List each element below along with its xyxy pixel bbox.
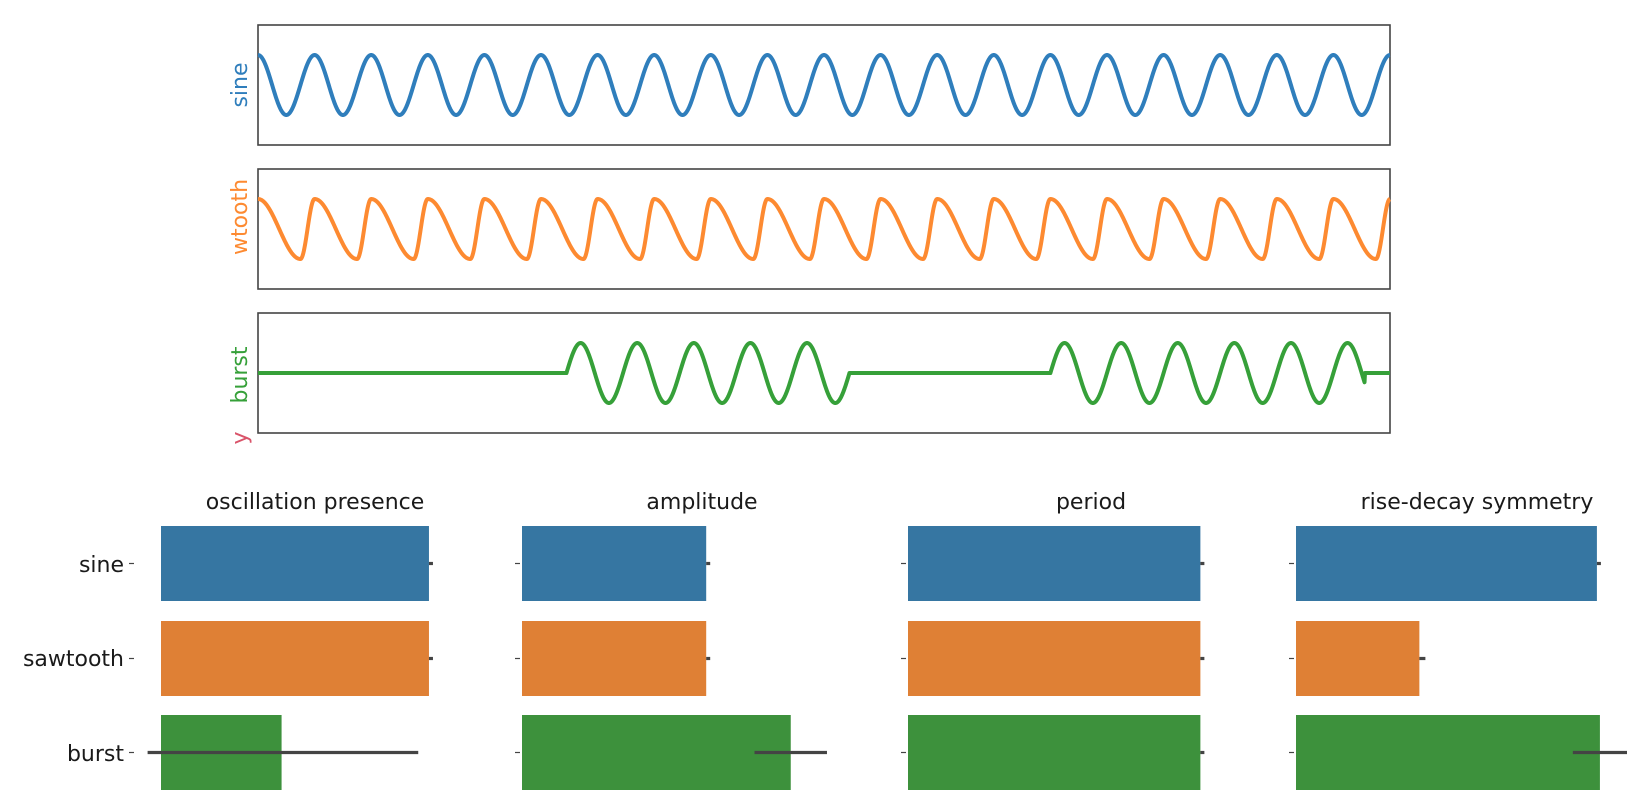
- panel-title-amplitude: amplitude: [646, 490, 757, 515]
- panel-title-oscillation-presence: oscillation presence: [206, 490, 425, 515]
- bar-oscillation-presence-sawtooth: [161, 621, 429, 696]
- bar-rise-decay-symmetry-sine: [1296, 526, 1597, 601]
- bar-panels: oscillation presence amplitude period ri…: [23, 490, 1627, 790]
- panel-title-period: period: [1056, 490, 1126, 515]
- sawtooth-wave-line: [256, 197, 1392, 261]
- signal-panel-sawtooth: wtooth: [228, 168, 1392, 290]
- sawtooth-axes-frame: [257, 168, 1391, 290]
- bar-amplitude-sawtooth: [522, 621, 707, 696]
- row-label-sawtooth: sawtooth: [23, 647, 124, 672]
- sawtooth-ylabel: wtooth: [228, 179, 253, 255]
- bar-period-sawtooth: [908, 621, 1201, 696]
- burst-wave-line: [256, 341, 1392, 405]
- bar-rise-decay-symmetry-burst: [1296, 715, 1600, 790]
- signal-panel-sine: sine: [228, 24, 1392, 146]
- sine-ylabel: sine: [228, 62, 253, 107]
- bar-period-burst: [908, 715, 1201, 790]
- signal-panel-burst: burst y: [228, 312, 1392, 445]
- y-label: y: [228, 431, 253, 444]
- sine-wave-line: [256, 53, 1392, 117]
- row-label-sine: sine: [79, 553, 124, 578]
- panel-title-rise-decay-symmetry: rise-decay symmetry: [1361, 490, 1594, 515]
- bar-period-sine: [908, 526, 1201, 601]
- bar-rise-decay-symmetry-sawtooth: [1296, 621, 1420, 696]
- bar-oscillation-presence-sine: [161, 526, 429, 601]
- bar-amplitude-sine: [522, 526, 707, 601]
- bar-amplitude-burst: [522, 715, 791, 790]
- row-label-burst: burst: [67, 742, 124, 767]
- burst-ylabel: burst: [228, 346, 253, 403]
- sine-axes-frame: [257, 24, 1391, 146]
